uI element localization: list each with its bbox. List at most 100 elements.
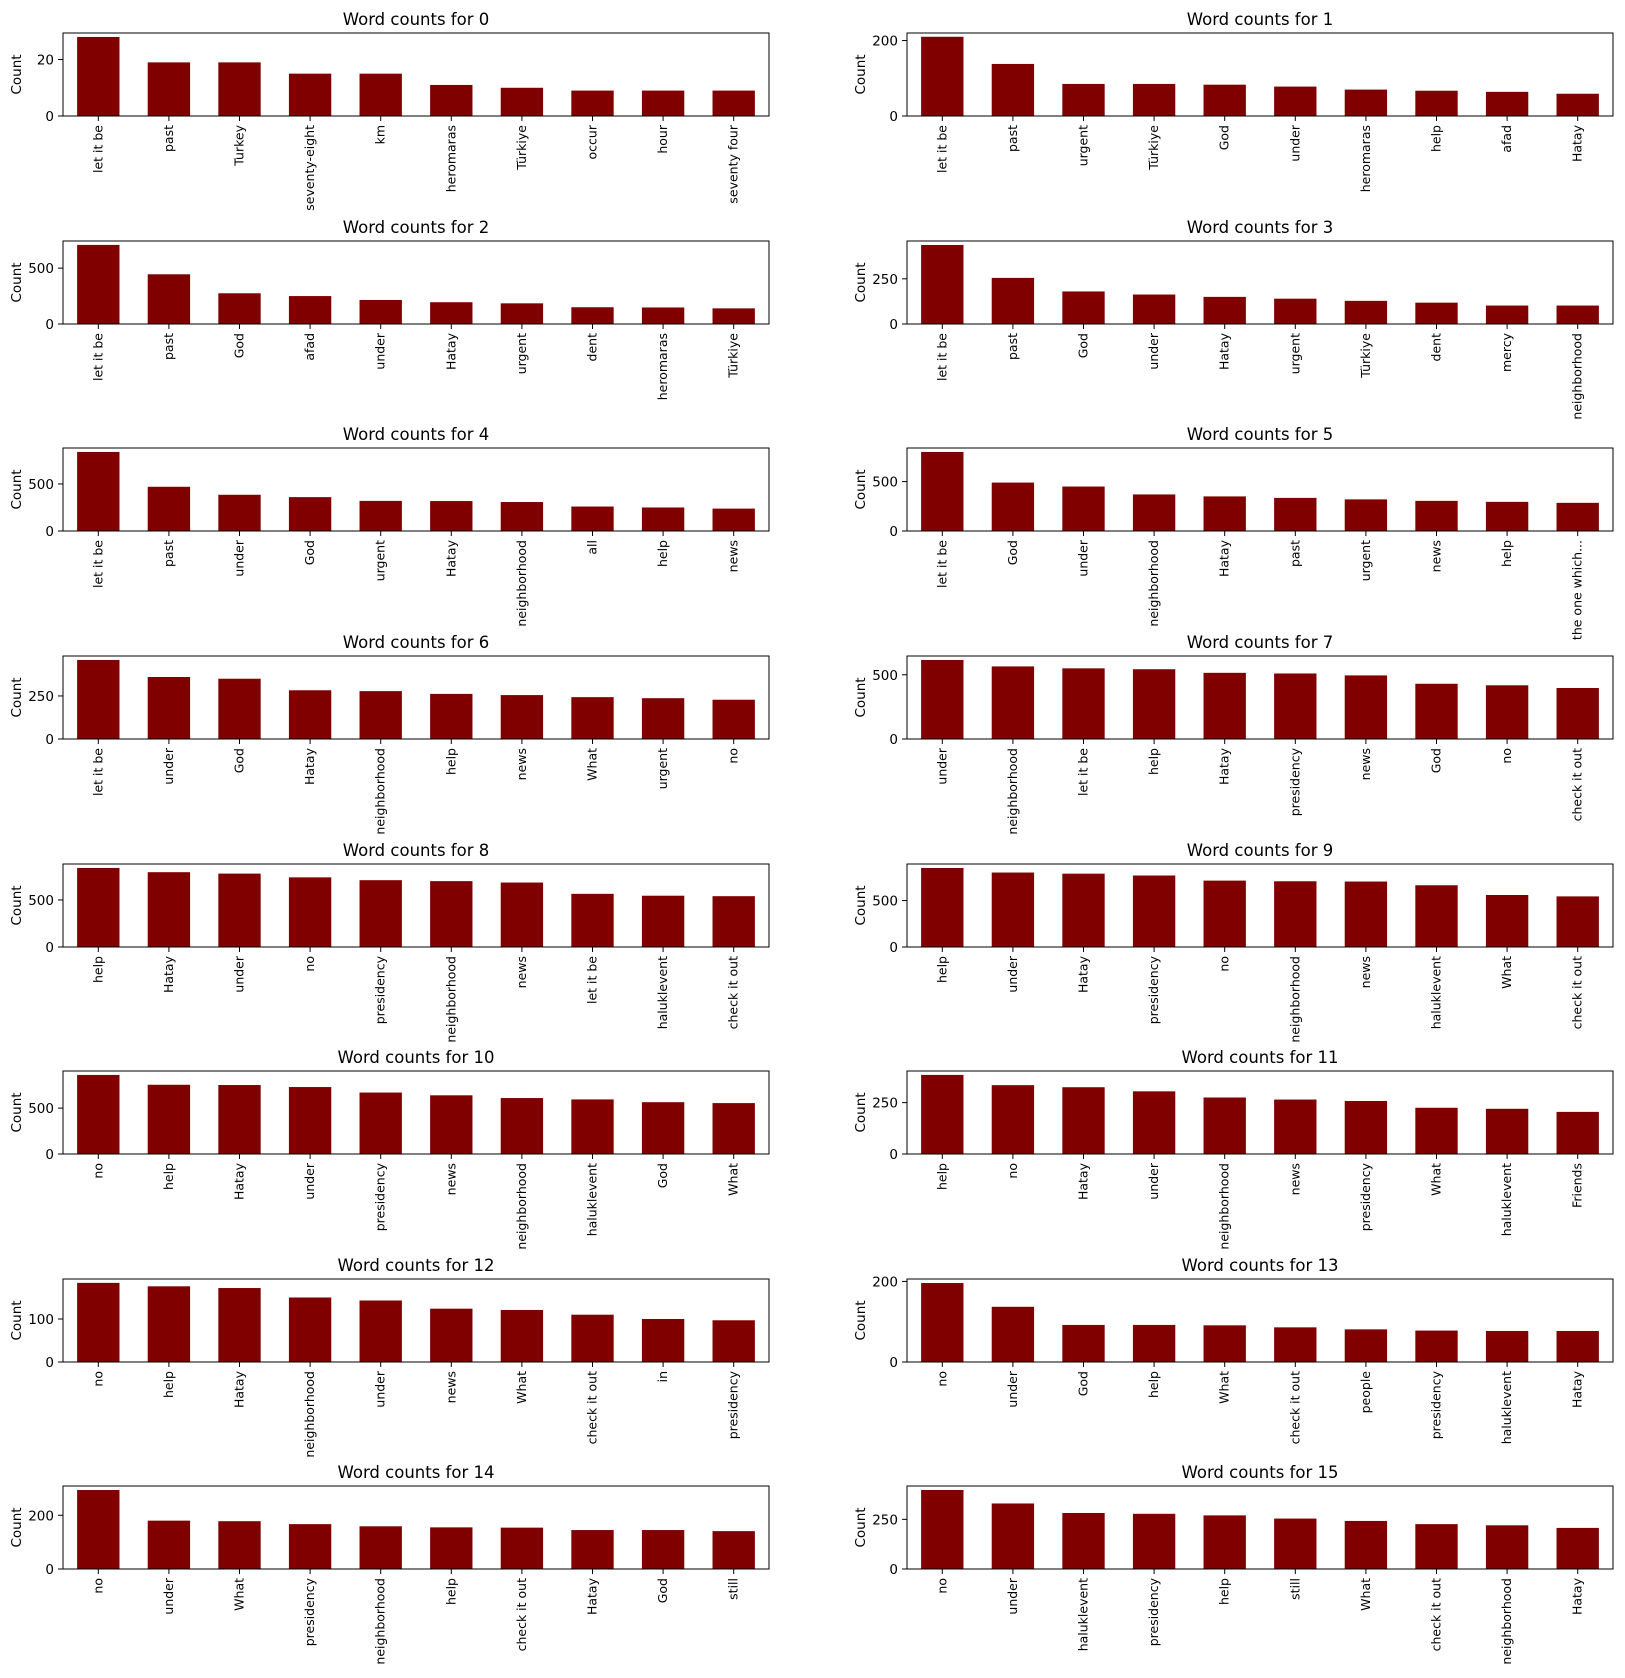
bar-7	[1415, 683, 1458, 739]
bar-3	[288, 690, 332, 739]
bar-4	[1203, 296, 1246, 324]
bar-8	[1485, 91, 1529, 116]
x-tick-label: under	[934, 747, 949, 784]
x-tick-label: haluklevent	[655, 956, 670, 1029]
bar-6	[1344, 881, 1388, 947]
x-tick-label: news	[443, 1163, 458, 1195]
subplot-11: Word counts for 11 Count 0 250 help no Hatay un…	[853, 1048, 1614, 1250]
y-axis-label: Count	[9, 1300, 25, 1340]
bar-2	[218, 873, 261, 947]
bar-8	[641, 895, 685, 947]
x-tick-label: seventy four	[726, 124, 741, 203]
subplot-3: Word counts for 3 Count 0 250 let it be past G…	[853, 218, 1614, 420]
x-tick-label: Hatay	[232, 1162, 247, 1200]
subplot-title: Word counts for 5	[1187, 425, 1333, 444]
bar-8	[1485, 1330, 1529, 1362]
bar-7	[571, 697, 614, 739]
bar-1	[991, 63, 1035, 116]
bar-8	[1485, 895, 1529, 947]
bar-7	[1415, 1107, 1458, 1154]
bar-8	[1485, 685, 1529, 739]
bar-2	[218, 494, 261, 531]
x-tick-label: past	[1005, 333, 1020, 360]
y-axis-label: Count	[9, 677, 25, 717]
y-axis-label: Count	[9, 1507, 25, 1547]
bar-2	[218, 1521, 261, 1569]
y-tick-label: 250	[872, 1512, 898, 1528]
y-tick-label: 500	[872, 475, 898, 491]
x-tick-label: check it out	[1570, 956, 1585, 1029]
x-tick-label: check it out	[1570, 748, 1585, 821]
y-tick-label: 250	[872, 1096, 898, 1112]
bar-4	[1203, 84, 1246, 116]
bar-7	[1415, 302, 1458, 324]
x-tick-label: neighborhood	[1217, 1163, 1232, 1250]
x-tick-label: neighborhood	[514, 540, 529, 627]
y-tick-label: 500	[28, 477, 54, 493]
y-tick-label: 100	[28, 1312, 54, 1328]
x-tick-label: What	[1499, 956, 1514, 989]
subplot-15: Word counts for 15 Count 0 250 no under halukl…	[853, 1463, 1614, 1665]
y-tick-label: 250	[872, 272, 898, 288]
bar-3	[1132, 494, 1176, 531]
bar-4	[359, 73, 402, 116]
x-tick-label: news	[443, 1371, 458, 1403]
x-tick-label: haluklevent	[1499, 1371, 1514, 1444]
x-tick-label: Hatay	[1076, 1162, 1091, 1200]
y-tick-label: 0	[45, 1147, 54, 1163]
x-tick-label: presidency	[302, 1577, 317, 1646]
subplot-title: Word counts for 6	[343, 633, 489, 652]
bar-0	[77, 1282, 120, 1362]
bar-9	[712, 308, 755, 324]
bar-3	[1132, 83, 1176, 116]
x-tick-label: under	[373, 1370, 388, 1407]
x-tick-label: presidency	[1146, 955, 1161, 1024]
y-tick-label: 0	[889, 940, 898, 956]
bar-1	[147, 1520, 191, 1569]
x-tick-label: What	[514, 1371, 529, 1404]
subplot-title: Word counts for 4	[343, 425, 489, 444]
x-tick-label: under	[161, 747, 176, 784]
bar-0	[921, 1489, 964, 1569]
bar-2	[218, 678, 261, 739]
x-tick-label: Türkiye	[514, 125, 529, 171]
bar-2	[1062, 1087, 1105, 1154]
bar-1	[991, 666, 1035, 739]
bar-2	[1062, 1513, 1105, 1569]
bar-4	[1203, 1097, 1246, 1154]
x-tick-label: under	[1287, 124, 1302, 161]
y-tick-label: 0	[45, 1355, 54, 1371]
x-tick-label: afad	[1499, 125, 1514, 153]
x-tick-label: neighborhood	[373, 1578, 388, 1665]
x-tick-label: let it be	[934, 540, 949, 588]
x-tick-label: help	[161, 1371, 176, 1398]
subplot-2: Word counts for 2 Count 0 500 let it be past G…	[9, 218, 770, 400]
bar-0	[921, 659, 964, 739]
bar-7	[1415, 1524, 1458, 1569]
bar-8	[1485, 501, 1529, 531]
x-tick-label: under	[1076, 539, 1091, 576]
x-tick-label: still	[726, 1578, 741, 1600]
subplot-0: Word counts for 0 Count 0 20 let it be past Tu…	[9, 10, 770, 211]
bar-4	[1203, 1515, 1246, 1569]
x-tick-label: presidency	[373, 1162, 388, 1231]
bar-1	[991, 1503, 1035, 1569]
bar-7	[571, 893, 614, 947]
y-tick-label: 200	[872, 1274, 898, 1290]
bar-7	[571, 90, 614, 116]
x-tick-label: news	[1358, 956, 1373, 988]
x-tick-label: news	[1358, 748, 1373, 780]
y-axis-label: Count	[853, 1092, 869, 1132]
bar-8	[1485, 1525, 1529, 1569]
bar-2	[1062, 1324, 1105, 1362]
bar-8	[1485, 1108, 1529, 1154]
bar-0	[77, 36, 120, 117]
x-tick-label: dent	[585, 333, 600, 362]
x-tick-label: help	[90, 956, 105, 983]
y-tick-label: 0	[45, 1562, 54, 1578]
x-tick-label: Hatay	[443, 539, 458, 577]
y-axis-label: Count	[853, 885, 869, 925]
subplot-title: Word counts for 1	[1187, 10, 1333, 29]
bar-4	[359, 1092, 402, 1154]
plot-frame	[906, 32, 1614, 117]
